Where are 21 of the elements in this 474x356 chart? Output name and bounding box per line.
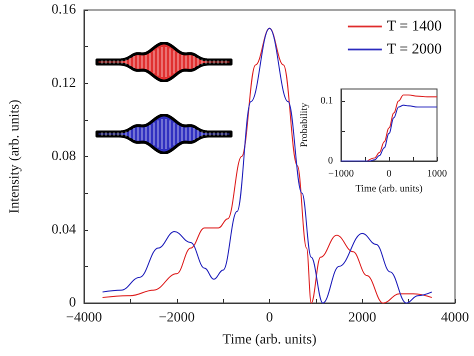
x-tick-label: −4000 bbox=[66, 310, 102, 326]
y-axis-title: Intensity (arb. units) bbox=[8, 99, 22, 214]
x-axis-title: Time (arb. units) bbox=[222, 332, 317, 348]
x-tick-label: 0 bbox=[386, 168, 392, 180]
x-tick-label: 2000 bbox=[348, 310, 376, 326]
legend-label: T = 1400 bbox=[386, 18, 442, 34]
x-tick-label: 1000 bbox=[427, 168, 447, 180]
x-tick-label: 4000 bbox=[441, 310, 469, 326]
y-tick-label: 0.08 bbox=[52, 149, 76, 164]
x-tick-label: 0 bbox=[266, 310, 273, 326]
y-tick-label: 0 bbox=[69, 296, 76, 310]
y-axis-title: Probability bbox=[299, 102, 310, 148]
y-tick-label: 0.12 bbox=[52, 76, 76, 91]
x-tick-label: −2000 bbox=[158, 310, 195, 326]
y-tick-label: 0.1 bbox=[320, 96, 333, 106]
x-tick-label: −1000 bbox=[328, 168, 354, 180]
y-tick-label: 0.16 bbox=[52, 2, 76, 18]
line-series bbox=[366, 94, 438, 162]
legend-label: T = 2000 bbox=[386, 42, 442, 58]
y-tick-label: 0.04 bbox=[52, 222, 76, 238]
x-axis-title: Time (arb. units) bbox=[355, 183, 423, 194]
